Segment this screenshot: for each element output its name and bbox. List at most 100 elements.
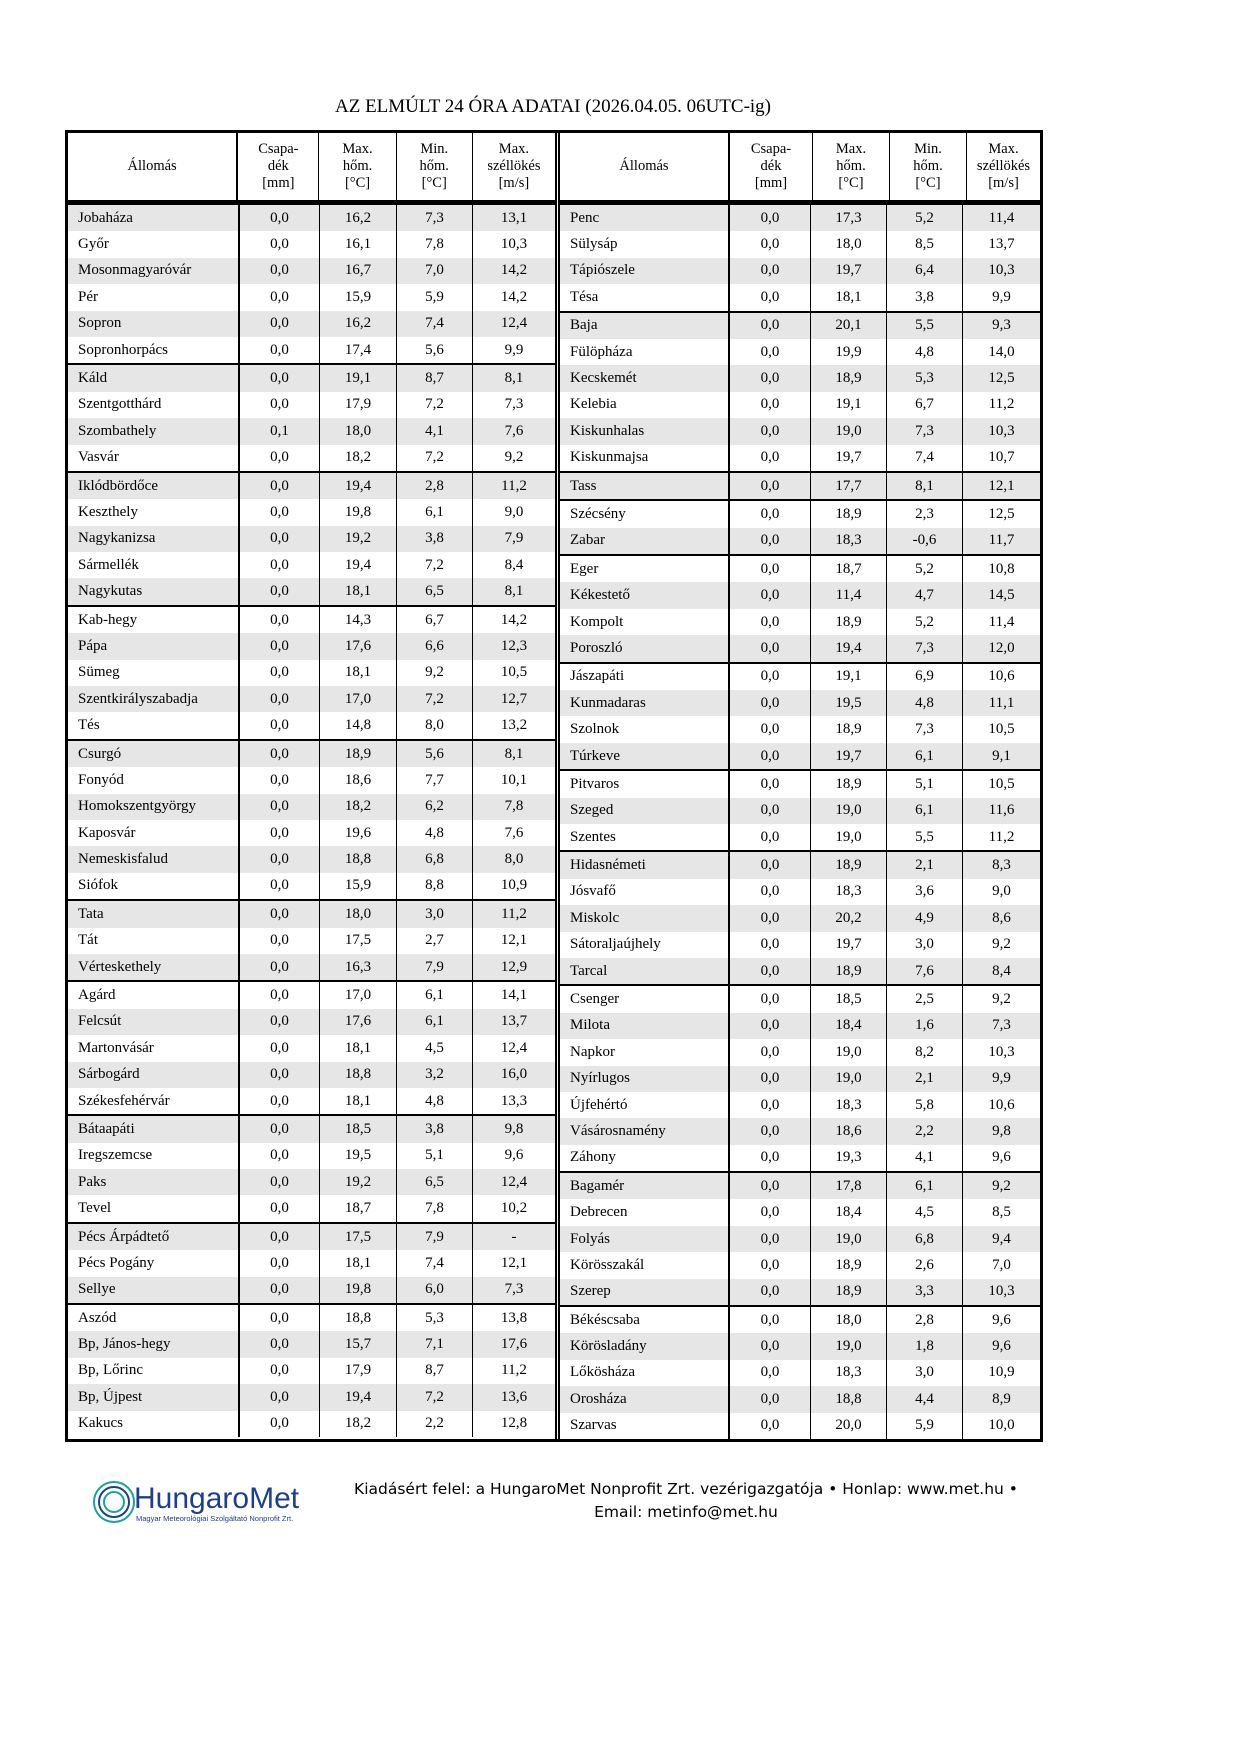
cell-precip: 0,0 xyxy=(728,556,810,583)
cell-max-gust: 12,4 xyxy=(472,1035,555,1062)
cell-precip: 0,0 xyxy=(728,444,810,471)
cell-max-gust: 9,0 xyxy=(962,878,1040,906)
station-group: Bagamér 0,0 17,8 6,1 9,2 Debrecen 0,0 18,4 4,5 8,… xyxy=(560,1171,1040,1306)
cell-station: Zabar xyxy=(570,532,605,549)
cell-precip: 0,0 xyxy=(728,1412,810,1439)
cell-max-temp: 17,7 xyxy=(810,472,886,500)
cell-station: Penc xyxy=(570,209,600,226)
cell-min-temp: 1,6 xyxy=(886,1012,962,1040)
cell-max-gust: 14,0 xyxy=(962,338,1040,366)
cell-station: Káld xyxy=(78,370,108,387)
cell-precip: 0,0 xyxy=(728,338,810,366)
table-row: Napkor 0,0 19,0 8,2 10,3 xyxy=(560,1039,1040,1066)
table-row: Szolnok 0,0 18,9 7,3 10,5 xyxy=(560,716,1040,743)
cell-min-temp: 4,4 xyxy=(886,1386,962,1413)
cell-min-temp: 3,6 xyxy=(886,878,962,906)
cell-max-gust: 8,4 xyxy=(962,957,1040,985)
cell-max-temp: 17,6 xyxy=(319,633,396,660)
station-group: Jobaháza 0,0 16,2 7,3 13,1 Győr 0,0 16,1 7,8 10,3… xyxy=(68,203,555,364)
cell-precip: 0,0 xyxy=(238,257,319,285)
cell-max-gust: 7,3 xyxy=(962,1012,1040,1040)
cell-max-temp: 18,9 xyxy=(810,716,886,743)
cell-max-temp: 18,0 xyxy=(810,231,886,258)
cell-min-temp: -0,6 xyxy=(886,527,962,555)
cell-min-temp: 4,9 xyxy=(886,905,962,932)
cell-max-gust: 12,1 xyxy=(472,927,555,954)
cell-station: Fonyód xyxy=(78,771,124,788)
station-group: Jászapáti 0,0 19,1 6,9 10,6 Kunmadaras 0,0 19,5… xyxy=(560,661,1040,770)
table-row: Zabar 0,0 18,3 -0,6 11,7 xyxy=(560,527,1040,555)
cell-min-temp: 5,2 xyxy=(886,608,962,636)
cell-max-temp: 19,7 xyxy=(810,742,886,770)
table-row: Keszthely 0,0 19,8 6,1 9,0 xyxy=(68,499,555,526)
station-group: Eger 0,0 18,7 5,2 10,8 Kékestető 0,0 11,4 4,7 14,… xyxy=(560,554,1040,662)
cell-max-gust: 9,3 xyxy=(962,312,1040,339)
cell-max-temp: 19,4 xyxy=(810,635,886,662)
cell-max-gust: 8,3 xyxy=(962,852,1040,879)
cell-max-temp: 18,8 xyxy=(319,1305,396,1332)
cell-precip: 0,0 xyxy=(728,878,810,906)
weather-data-table: Állomás Csapa- dék [mm] Max. hőm. [°C] Min.… xyxy=(65,130,1043,1442)
page-title: AZ ELMÚLT 24 ÓRA ADATAI (2026.04.05. 06U… xyxy=(335,96,771,117)
cell-station: Eger xyxy=(570,560,599,577)
cell-precip: 0,0 xyxy=(238,1305,319,1332)
table-row: Kékestető 0,0 11,4 4,7 14,5 xyxy=(560,582,1040,609)
cell-max-gust: 11,4 xyxy=(962,608,1040,636)
cell-min-temp: 4,8 xyxy=(396,1087,472,1115)
cell-max-temp: 11,4 xyxy=(810,582,886,609)
cell-min-temp: 7,6 xyxy=(886,957,962,985)
table-row: Kompolt 0,0 18,9 5,2 11,4 xyxy=(560,608,1040,636)
cell-min-temp: 6,1 xyxy=(396,499,472,526)
cell-station: Hidasnémeti xyxy=(570,857,646,874)
cell-precip: 0,0 xyxy=(238,365,319,392)
cell-min-temp: 8,0 xyxy=(396,712,472,739)
table-row: Kaposvár 0,0 19,6 4,8 7,6 xyxy=(68,819,555,847)
station-group: Tass 0,0 17,7 8,1 12,1 xyxy=(560,470,1040,500)
cell-min-temp: 2,2 xyxy=(396,1410,472,1437)
cell-max-temp: 18,3 xyxy=(810,1359,886,1387)
cell-precip: 0,0 xyxy=(238,1142,319,1170)
cell-min-temp: 7,1 xyxy=(396,1331,472,1358)
cell-station: Tápiószele xyxy=(570,262,635,279)
table-row: Kiskunmajsa 0,0 19,7 7,4 10,7 xyxy=(560,444,1040,471)
cell-max-gust: 9,2 xyxy=(472,444,555,471)
column-header-max-gust: Max. széllökés [m/s] xyxy=(471,133,555,200)
cell-precip: 0,0 xyxy=(238,740,319,768)
cell-min-temp: 2,5 xyxy=(886,986,962,1013)
cell-max-temp: 18,8 xyxy=(319,1061,396,1088)
station-group: Bátaapáti 0,0 18,5 3,8 9,8 Iregszemcse 0,0 19,5… xyxy=(68,1114,555,1222)
table-row: Milota 0,0 18,4 1,6 7,3 xyxy=(560,1012,1040,1040)
cell-max-temp: 19,0 xyxy=(810,1225,886,1253)
table-row: Agárd 0,0 17,0 6,1 14,1 xyxy=(68,982,555,1009)
cell-min-temp: 6,2 xyxy=(396,793,472,820)
cell-max-temp: 18,1 xyxy=(810,284,886,311)
table-row: Pitvaros 0,0 18,9 5,1 10,5 xyxy=(560,771,1040,798)
cell-min-temp: 5,6 xyxy=(396,336,472,364)
station-group: Iklódbördőce 0,0 19,4 2,8 11,2 Keszthely 0,0 19… xyxy=(68,470,555,605)
cell-station: Szentkirályszabadja xyxy=(78,690,198,707)
cell-station: Aszód xyxy=(78,1309,117,1326)
cell-station: Folyás xyxy=(570,1230,611,1247)
cell-max-temp: 18,7 xyxy=(810,556,886,583)
cell-station: Kelebia xyxy=(570,396,617,413)
cell-precip: 0,0 xyxy=(728,1065,810,1092)
cell-precip: 0,0 xyxy=(238,310,319,337)
table-row: Tarcal 0,0 18,9 7,6 8,4 xyxy=(560,957,1040,985)
cell-station: Záhony xyxy=(570,1149,616,1166)
cell-max-temp: 16,2 xyxy=(319,205,396,232)
cell-max-temp: 19,7 xyxy=(810,931,886,958)
table-row: Eger 0,0 18,7 5,2 10,8 xyxy=(560,556,1040,583)
table-row: Jobaháza 0,0 16,2 7,3 13,1 xyxy=(68,205,555,232)
cell-precip: 0,0 xyxy=(238,1087,319,1115)
table-row: Sopron 0,0 16,2 7,4 12,4 xyxy=(68,310,555,337)
table-row: Felcsút 0,0 17,6 6,1 13,7 xyxy=(68,1008,555,1036)
table-row: Szécsény 0,0 18,9 2,3 12,5 xyxy=(560,501,1040,528)
cell-min-temp: 6,9 xyxy=(886,663,962,691)
cell-station: Körösszakál xyxy=(570,1256,645,1273)
cell-precip: 0,0 xyxy=(728,663,810,691)
cell-max-gust: 9,8 xyxy=(472,1116,555,1143)
cell-station: Szarvas xyxy=(570,1417,617,1434)
table-row: Tata 0,0 18,0 3,0 11,2 xyxy=(68,901,555,928)
cell-min-temp: 7,2 xyxy=(396,686,472,713)
table-row: Jósvafő 0,0 18,3 3,6 9,0 xyxy=(560,878,1040,906)
